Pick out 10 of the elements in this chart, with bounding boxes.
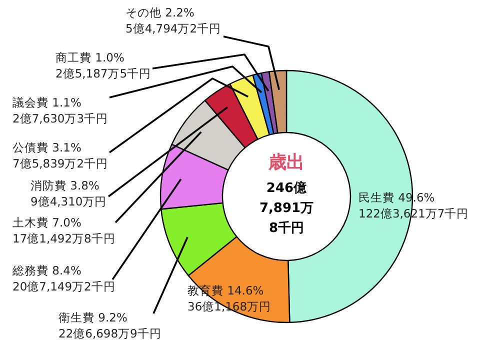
slice-label: 衛生費 9.2% 22億6,698万9千円: [58, 310, 162, 340]
slice-label: その他 2.2% 5億4,794万2千円: [126, 6, 222, 36]
slice-label: 商工費 1.0% 2億5,187万5千円: [56, 50, 152, 80]
slice-label: 土木費 7.0% 17億1,492万8千円: [12, 216, 116, 246]
slice-label: 議会費 1.1% 2億7,630万3千円: [12, 96, 108, 126]
text: 歳出: [268, 152, 304, 173]
slice-label: 総務費 8.4% 20億7,149万2千円: [12, 264, 116, 294]
slice-label: 公債費 3.1% 7億5,839万2千円: [12, 140, 108, 170]
text: 246億 7,891万 8千円: [259, 180, 314, 236]
slice-label: 消防費 3.8% 9億4,310万円: [30, 178, 107, 208]
